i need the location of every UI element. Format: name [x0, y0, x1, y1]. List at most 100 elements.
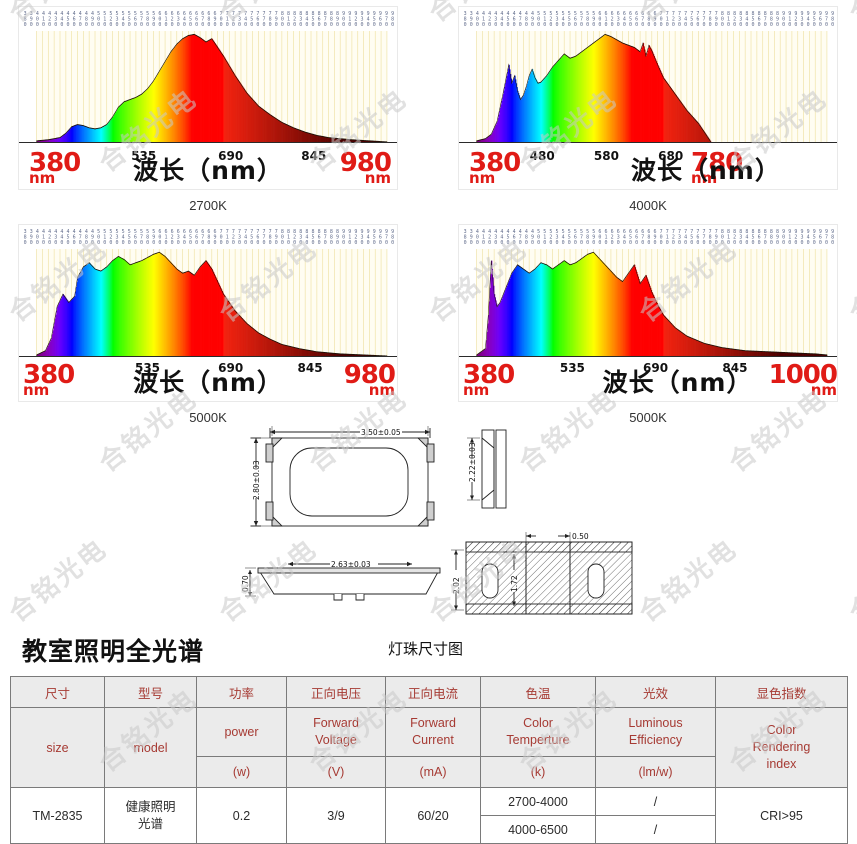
wavelength-tick: 520: [547, 11, 554, 28]
wavelength-tick: 420: [46, 11, 53, 28]
spectrum-series: [476, 34, 712, 143]
unit-current: (mA): [385, 756, 481, 788]
wavelength-tick: 480: [83, 11, 90, 28]
x-axis-line-5000k-a: [19, 356, 397, 357]
wavelength-tick: 560: [572, 11, 579, 28]
spectrum-series: [476, 252, 828, 357]
wavelength-tick: 910: [786, 11, 793, 28]
spectrum-plot-5000k-a: [19, 249, 397, 357]
wavelength-tick: 380: [462, 11, 469, 28]
wavelength-tick: 800: [719, 229, 726, 246]
wavelength-tick: 770: [261, 11, 267, 28]
dim-pad-inner: 1.72: [510, 575, 519, 592]
header-cn-current: 正向电流: [385, 676, 481, 708]
axis-title-4000k: 波长（nm）: [631, 156, 781, 185]
wavelength-tick: 740: [682, 11, 689, 28]
axis-labels-2700k: 380 nm 980 nm 535 690 845 波长（nm）: [19, 143, 397, 189]
unit-voltage: (V): [286, 756, 386, 788]
wavelength-tick: 750: [688, 229, 695, 246]
wavelength-tick: 920: [352, 11, 359, 28]
wavelength-tick: 630: [615, 229, 622, 246]
wavelength-tick: 910: [346, 229, 353, 246]
wavelength-tick: 860: [756, 229, 763, 246]
cell-cct-1: 2700-4000: [480, 787, 596, 816]
wavelength-tick: 690: [212, 229, 218, 246]
wavelength-tick: 440: [498, 229, 505, 246]
product-spec-page: 合铭光电 合铭光电 合铭光电 合铭光电 合铭光电 合铭光电 合铭光电 合铭光电 合铭光电 合铭光电…: [4, 0, 857, 844]
wavelength-tick: 780: [267, 11, 274, 28]
wavelength-tick: 850: [750, 11, 756, 28]
wavelength-tick: 970: [383, 229, 390, 246]
wavelength-tick: 720: [230, 229, 237, 246]
wavelength-tick: 510: [101, 229, 108, 246]
axis-tick-1-2700k: 535: [131, 149, 157, 163]
wavelength-tick: 650: [627, 229, 634, 246]
axis-tick-2-5000k-a: 690: [218, 361, 244, 375]
wavelength-tick: 830: [737, 11, 744, 28]
spectrum-chart-5000k-b: 380 390 400 410 420 430 440 450 460 470 480 490 500 5…: [458, 224, 838, 425]
wavelength-tick: 620: [169, 11, 176, 28]
wavelength-tick: 540: [560, 229, 567, 246]
cell-cct-2: 4000-6500: [480, 815, 596, 844]
wavelength-tick: 660: [193, 11, 200, 28]
spectrum-outline: [476, 33, 827, 143]
axis-labels-4000k: 380 nm 780 nm 480 580 680 波长（nm）: [459, 143, 837, 189]
header-cn-cct: 色温: [480, 676, 596, 708]
wavelength-tick: 390: [468, 11, 475, 28]
axis-tick-3-5000k-b: 845: [722, 361, 748, 375]
wavelength-tick: 890: [774, 229, 781, 246]
wavelength-tick: 890: [334, 11, 341, 28]
wavelength-tick: 410: [480, 229, 487, 246]
cell-model: 健康照明 光谱: [104, 787, 197, 844]
wavelength-tick: 580: [144, 229, 151, 246]
header-en-cct: Color Temperture: [480, 707, 596, 757]
wavelength-tick: 980: [389, 11, 396, 28]
wavelength-tick: 750: [248, 11, 255, 28]
chart-caption-5000k-b: 5000K: [629, 410, 667, 425]
table-header-row-en: size model power Forward Voltage Forward…: [10, 707, 848, 788]
x-axis-line-2700k: [19, 142, 397, 143]
wavelength-tick: 690: [652, 11, 658, 28]
spectrum-chart-5000k-a: 380 390 400 410 420 430 440 450 460 470 480 490 500 5…: [18, 224, 398, 425]
wavelength-tick: 840: [743, 11, 750, 28]
spec-table: 尺寸 型号 功率 正向电压 正向电流 色温 光效 显色指数 size model…: [10, 676, 848, 844]
wavelength-tick: 960: [817, 11, 824, 28]
wavelength-tick: 860: [756, 11, 763, 28]
table-row: TM-2835 健康照明 光谱 0.2 3/9 60/20 2700-4000 …: [10, 787, 848, 844]
wavelength-tick: 760: [254, 11, 261, 28]
wavelength-tick: 410: [480, 11, 487, 28]
axis-tick-3-5000k-a: 845: [297, 361, 323, 375]
spectrum-chart-4000k: 380 390 400 410 420 430 440 450 460 470 480 490 500 5…: [458, 6, 838, 213]
spectrum-series: [36, 252, 388, 357]
wavelength-tick: 520: [547, 229, 554, 246]
cell-model-l2: 光谱: [137, 816, 163, 831]
wavelength-tick: 420: [486, 11, 493, 28]
dim-top-height: 2.80±0.03: [252, 460, 261, 500]
wavelength-tick: 660: [633, 11, 640, 28]
watermark-text: 合铭光电: [840, 0, 857, 29]
wavelength-tick: 910: [346, 11, 353, 28]
watermark-text: 合铭光电: [843, 533, 857, 629]
wavelength-tick: 890: [334, 229, 341, 246]
wavelength-tick: 670: [199, 11, 206, 28]
wavelength-tick: 450: [505, 229, 511, 246]
wavelength-tick: 900: [780, 229, 787, 246]
wavelength-tick: 770: [701, 229, 707, 246]
wavelength-tick: 920: [352, 229, 359, 246]
wavelength-tick: 440: [58, 229, 65, 246]
header-en-cri-l1: Color: [766, 723, 797, 737]
wavelength-tick: 930: [799, 229, 805, 246]
wavelength-tick: 430: [52, 229, 59, 246]
wavelength-tick: 430: [492, 11, 499, 28]
wavelength-tick: 460: [71, 229, 78, 246]
wavelength-tick: 480: [523, 229, 530, 246]
wavelength-tick: 950: [371, 11, 378, 28]
wavelength-tick: 390: [28, 229, 35, 246]
wavelength-tick: 790: [273, 229, 280, 246]
wavelength-tick: 820: [291, 229, 298, 246]
header-en-cct-l1: Color: [523, 716, 553, 730]
wavelength-tick: 710: [664, 229, 671, 246]
wavelength-tick: 680: [205, 229, 212, 246]
axis-tick-1-4000k: 480: [529, 149, 555, 163]
axis-max-label-4000k: 780 nm: [691, 148, 743, 188]
